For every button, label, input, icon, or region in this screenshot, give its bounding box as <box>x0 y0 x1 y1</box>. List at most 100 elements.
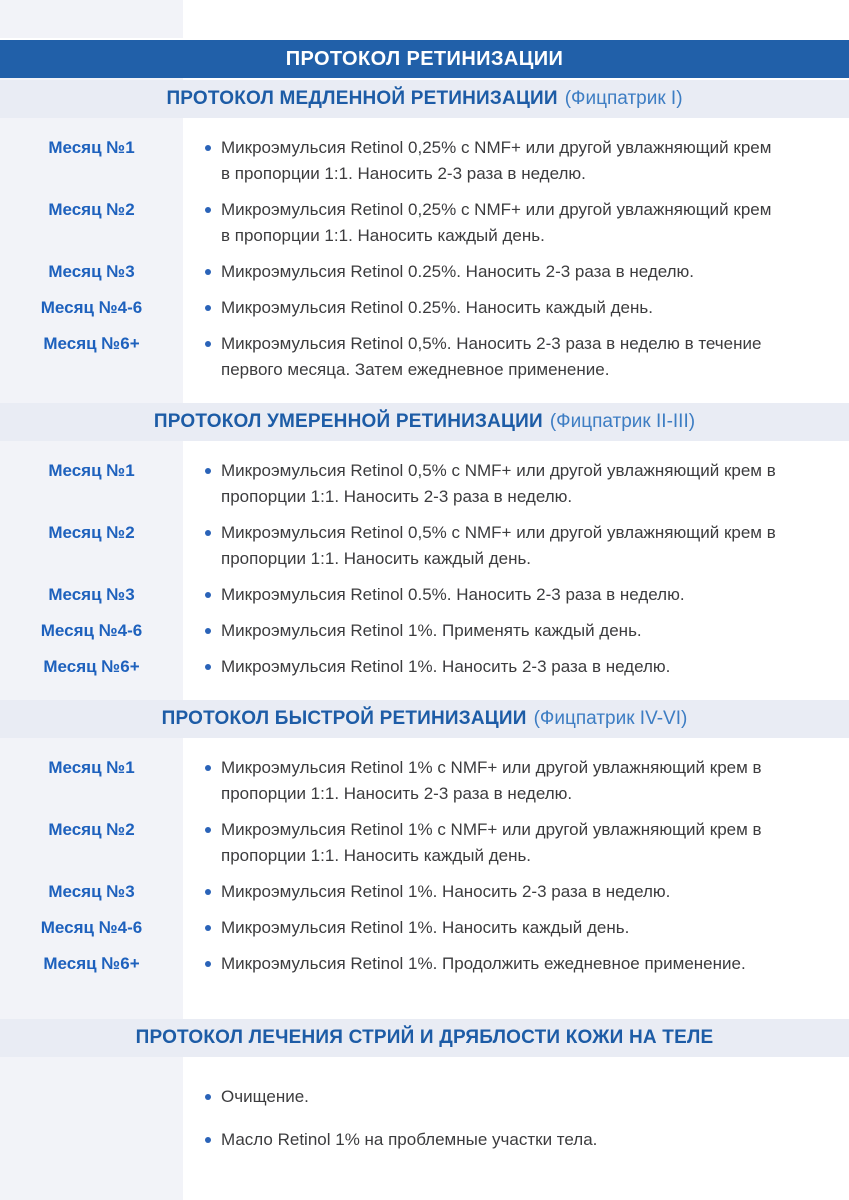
left-strip <box>0 40 183 1200</box>
month-label: Месяц №2 <box>48 200 135 219</box>
month-label: Месяц №2 <box>48 820 135 839</box>
protocol-row: Месяц №3 Микроэмульсия Retinol 0.5%. Нан… <box>0 582 849 608</box>
bullet-icon <box>205 765 211 771</box>
protocol-step: Масло Retinol 1% на проблемные участки т… <box>183 1127 597 1153</box>
section-heading: ПРОТОКОЛ БЫСТРОЙ РЕТИНИЗАЦИИ <box>161 708 527 729</box>
section-heading-note: (Фицпатрик I) <box>564 88 683 109</box>
protocol-step-text: Микроэмульсия Retinol 0.5%. Наносить 2-3… <box>221 585 685 604</box>
protocol-row: Месяц №2 Микроэмульсия Retinol 1% с NMF+… <box>0 817 849 869</box>
document-content: ПРОТОКОЛ РЕТИНИЗАЦИИ ПРОТОКОЛ МЕДЛЕННОЙ … <box>0 40 849 1180</box>
month-label: Месяц №4-6 <box>40 621 143 640</box>
bullet-icon <box>205 269 211 275</box>
section-heading-note: (Фицпатрик II-III) <box>549 411 696 432</box>
section-rows: Месяц №1 Микроэмульсия Retinol 1% с NMF+… <box>0 738 849 997</box>
protocol-step: Микроэмульсия Retinol 0.5%. Наносить 2-3… <box>183 582 685 608</box>
section-rows: Месяц №1 Микроэмульсия Retinol 0,25% с N… <box>0 118 849 403</box>
bullet-icon <box>205 1094 211 1100</box>
bullet-icon <box>205 305 211 311</box>
protocol-row: Месяц №1 Микроэмульсия Retinol 0,5% с NM… <box>0 458 849 510</box>
protocol-row: Очищение. <box>0 1084 849 1110</box>
protocol-section: ПРОТОКОЛ БЫСТРОЙ РЕТИНИЗАЦИИ (Фицпатрик … <box>0 700 849 997</box>
protocol-row: Месяц №1 Микроэмульсия Retinol 0,25% с N… <box>0 135 849 187</box>
protocol-step: Очищение. <box>183 1084 309 1110</box>
protocol-step: Микроэмульсия Retinol 1%. Наносить кажды… <box>183 915 629 941</box>
month-label: Месяц №1 <box>48 461 135 480</box>
bullet-icon <box>205 664 211 670</box>
protocol-step-text: Микроэмульсия Retinol 0,25% с NMF+ или д… <box>221 138 772 183</box>
protocol-step-text: Микроэмульсия Retinol 0,5% с NMF+ или др… <box>221 461 776 506</box>
month-label: Месяц №6+ <box>43 334 140 353</box>
protocol-section: ПРОТОКОЛ ЛЕЧЕНИЯ СТРИЙ И ДРЯБЛОСТИ КОЖИ … <box>0 1019 849 1180</box>
protocol-step: Микроэмульсия Retinol 0,5%. Наносить 2-3… <box>183 331 776 383</box>
month-label: Месяц №4-6 <box>40 298 143 317</box>
protocol-step: Микроэмульсия Retinol 1% с NMF+ или друг… <box>183 755 776 807</box>
section-header: ПРОТОКОЛ ЛЕЧЕНИЯ СТРИЙ И ДРЯБЛОСТИ КОЖИ … <box>0 1019 849 1057</box>
document-title: ПРОТОКОЛ РЕТИНИЗАЦИИ <box>285 47 564 70</box>
bullet-icon <box>205 889 211 895</box>
bullet-icon <box>205 530 211 536</box>
protocol-step: Микроэмульсия Retinol 0,25% с NMF+ или д… <box>183 135 776 187</box>
section-heading: ПРОТОКОЛ МЕДЛЕННОЙ РЕТИНИЗАЦИИ <box>166 88 558 109</box>
protocol-row: Месяц №6+ Микроэмульсия Retinol 1%. Нано… <box>0 654 849 680</box>
protocol-step-text: Микроэмульсия Retinol 0.25%. Наносить 2-… <box>221 262 695 281</box>
month-label: Месяц №3 <box>48 882 135 901</box>
section-heading: ПРОТОКОЛ ЛЕЧЕНИЯ СТРИЙ И ДРЯБЛОСТИ КОЖИ … <box>135 1027 714 1048</box>
protocol-row: Месяц №4-6 Микроэмульсия Retinol 1%. Нан… <box>0 915 849 941</box>
section-header: ПРОТОКОЛ МЕДЛЕННОЙ РЕТИНИЗАЦИИ (Фицпатри… <box>0 80 849 118</box>
section-header: ПРОТОКОЛ УМЕРЕННОЙ РЕТИНИЗАЦИИ (Фицпатри… <box>0 403 849 441</box>
protocol-step-text: Масло Retinol 1% на проблемные участки т… <box>221 1130 598 1149</box>
protocol-row: Месяц №6+ Микроэмульсия Retinol 1%. Прод… <box>0 951 849 977</box>
month-label: Месяц №6+ <box>43 657 140 676</box>
section-rows: Очищение. Масло Retinol 1% на проблемные… <box>0 1057 849 1180</box>
month-label: Месяц №2 <box>48 523 135 542</box>
protocol-step-text: Микроэмульсия Retinol 1%. Наносить 2-3 р… <box>221 882 671 901</box>
section-rows: Месяц №1 Микроэмульсия Retinol 0,5% с NM… <box>0 441 849 700</box>
protocol-step: Микроэмульсия Retinol 0,25% с NMF+ или д… <box>183 197 776 249</box>
section-header: ПРОТОКОЛ БЫСТРОЙ РЕТИНИЗАЦИИ (Фицпатрик … <box>0 700 849 738</box>
protocol-step: Микроэмульсия Retinol 1%. Наносить 2-3 р… <box>183 879 670 905</box>
protocol-row: Месяц №3 Микроэмульсия Retinol 1%. Нанос… <box>0 879 849 905</box>
protocol-row: Месяц №4-6 Микроэмульсия Retinol 0.25%. … <box>0 295 849 321</box>
month-label: Месяц №1 <box>48 138 135 157</box>
month-label: Месяц №4-6 <box>40 918 143 937</box>
bullet-icon <box>205 592 211 598</box>
bullet-icon <box>205 468 211 474</box>
bullet-icon <box>205 341 211 347</box>
protocol-step: Микроэмульсия Retinol 1%. Наносить 2-3 р… <box>183 654 670 680</box>
protocol-step: Микроэмульсия Retinol 0.25%. Наносить 2-… <box>183 259 694 285</box>
bullet-icon <box>205 628 211 634</box>
protocol-section: ПРОТОКОЛ УМЕРЕННОЙ РЕТИНИЗАЦИИ (Фицпатри… <box>0 403 849 700</box>
section-heading-note: (Фицпатрик IV-VI) <box>533 708 688 729</box>
protocol-section: ПРОТОКОЛ МЕДЛЕННОЙ РЕТИНИЗАЦИИ (Фицпатри… <box>0 80 849 403</box>
month-label: Месяц №1 <box>48 758 135 777</box>
protocol-step-text: Очищение. <box>221 1087 309 1106</box>
left-strip-top <box>0 0 183 38</box>
protocol-step-text: Микроэмульсия Retinol 1%. Наносить кажды… <box>221 918 630 937</box>
month-label: Месяц №3 <box>48 585 135 604</box>
protocol-row: Месяц №1 Микроэмульсия Retinol 1% с NMF+… <box>0 755 849 807</box>
bullet-icon <box>205 961 211 967</box>
protocol-step-text: Микроэмульсия Retinol 1% с NMF+ или друг… <box>221 758 762 803</box>
protocol-step: Микроэмульсия Retinol 1%. Применять кажд… <box>183 618 642 644</box>
protocol-step: Микроэмульсия Retinol 0,5% с NMF+ или др… <box>183 520 776 572</box>
bullet-icon <box>205 925 211 931</box>
bullet-icon <box>205 145 211 151</box>
protocol-row: Месяц №6+ Микроэмульсия Retinol 0,5%. На… <box>0 331 849 383</box>
protocol-step-text: Микроэмульсия Retinol 0,5% с NMF+ или др… <box>221 523 776 568</box>
month-label: Месяц №6+ <box>43 954 140 973</box>
protocol-sections: ПРОТОКОЛ МЕДЛЕННОЙ РЕТИНИЗАЦИИ (Фицпатри… <box>0 80 849 1180</box>
protocol-row: Месяц №3 Микроэмульсия Retinol 0.25%. На… <box>0 259 849 285</box>
protocol-step: Микроэмульсия Retinol 1%. Продолжить еже… <box>183 951 746 977</box>
protocol-step-text: Микроэмульсия Retinol 1%. Применять кажд… <box>221 621 642 640</box>
protocol-step-text: Микроэмульсия Retinol 0,25% с NMF+ или д… <box>221 200 772 245</box>
protocol-step-text: Микроэмульсия Retinol 1%. Наносить 2-3 р… <box>221 657 671 676</box>
bullet-icon <box>205 1137 211 1143</box>
protocol-step: Микроэмульсия Retinol 1% с NMF+ или друг… <box>183 817 776 869</box>
bullet-icon <box>205 827 211 833</box>
protocol-row: Месяц №2 Микроэмульсия Retinol 0,5% с NM… <box>0 520 849 572</box>
protocol-step-text: Микроэмульсия Retinol 1% с NMF+ или друг… <box>221 820 762 865</box>
protocol-step-text: Микроэмульсия Retinol 1%. Продолжить еже… <box>221 954 746 973</box>
protocol-step: Микроэмульсия Retinol 0.25%. Наносить ка… <box>183 295 653 321</box>
section-heading: ПРОТОКОЛ УМЕРЕННОЙ РЕТИНИЗАЦИИ <box>153 411 543 432</box>
